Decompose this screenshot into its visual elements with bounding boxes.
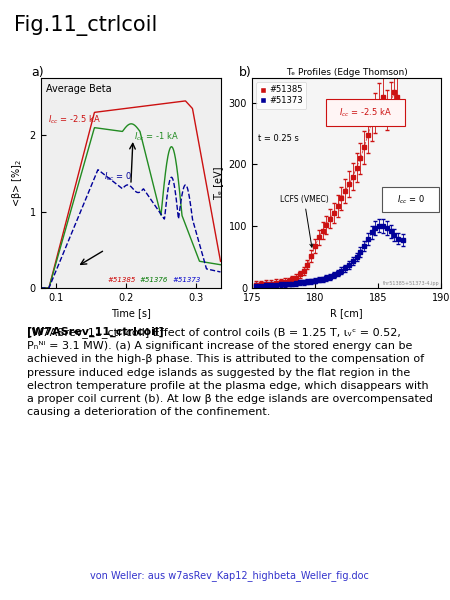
Text: #51373: #51373 bbox=[172, 277, 201, 283]
X-axis label: R [cm]: R [cm] bbox=[330, 308, 363, 319]
Text: b): b) bbox=[238, 66, 251, 79]
Title: Tₑ Profiles (Edge Thomson): Tₑ Profiles (Edge Thomson) bbox=[286, 68, 407, 77]
Text: t = 0.25 s: t = 0.25 s bbox=[258, 134, 298, 143]
Text: #51376: #51376 bbox=[140, 277, 168, 283]
Text: $I_{cc}$ = -1 kA: $I_{cc}$ = -1 kA bbox=[134, 130, 179, 143]
Text: Fig.11_ctrlcoil: Fig.11_ctrlcoil bbox=[14, 15, 157, 36]
Text: $I_{cc}$ = 0: $I_{cc}$ = 0 bbox=[104, 170, 132, 183]
Y-axis label: Tₑ [eV]: Tₑ [eV] bbox=[213, 166, 223, 200]
Text: a): a) bbox=[32, 66, 44, 79]
Text: thr51385+51373-4.ipp: thr51385+51373-4.ipp bbox=[382, 281, 439, 286]
Y-axis label: <β> [%]$_2$: <β> [%]$_2$ bbox=[10, 159, 24, 207]
Text: #51385: #51385 bbox=[107, 277, 136, 283]
Legend: #51385, #51373: #51385, #51373 bbox=[256, 82, 306, 109]
FancyBboxPatch shape bbox=[382, 187, 439, 212]
FancyBboxPatch shape bbox=[326, 99, 405, 126]
Text: [W7ASrev_11_ctrlcoil]: [W7ASrev_11_ctrlcoil] bbox=[27, 327, 164, 337]
Text: $I_{cc}$ = 0: $I_{cc}$ = 0 bbox=[396, 194, 425, 206]
X-axis label: Time [s]: Time [s] bbox=[111, 308, 150, 319]
Text: Average Beta: Average Beta bbox=[46, 84, 112, 94]
Text: $I_{cc}$ = -2.5 kA: $I_{cc}$ = -2.5 kA bbox=[339, 106, 392, 119]
Text: [W7ASrev_11_ctrlcoil] Effect of control coils (B = 1.25 T, ιᵥᶜ = 0.52,
Pₙᴺᴵ = 3.: [W7ASrev_11_ctrlcoil] Effect of control … bbox=[27, 327, 433, 417]
Text: LCFS (VMEC): LCFS (VMEC) bbox=[280, 194, 328, 247]
Text: von Weller: aus w7asRev_Kap12_highbeta_Weller_fig.doc: von Weller: aus w7asRev_Kap12_highbeta_W… bbox=[90, 570, 369, 581]
Text: $I_{cc}$ = -2.5 kA: $I_{cc}$ = -2.5 kA bbox=[48, 114, 101, 126]
